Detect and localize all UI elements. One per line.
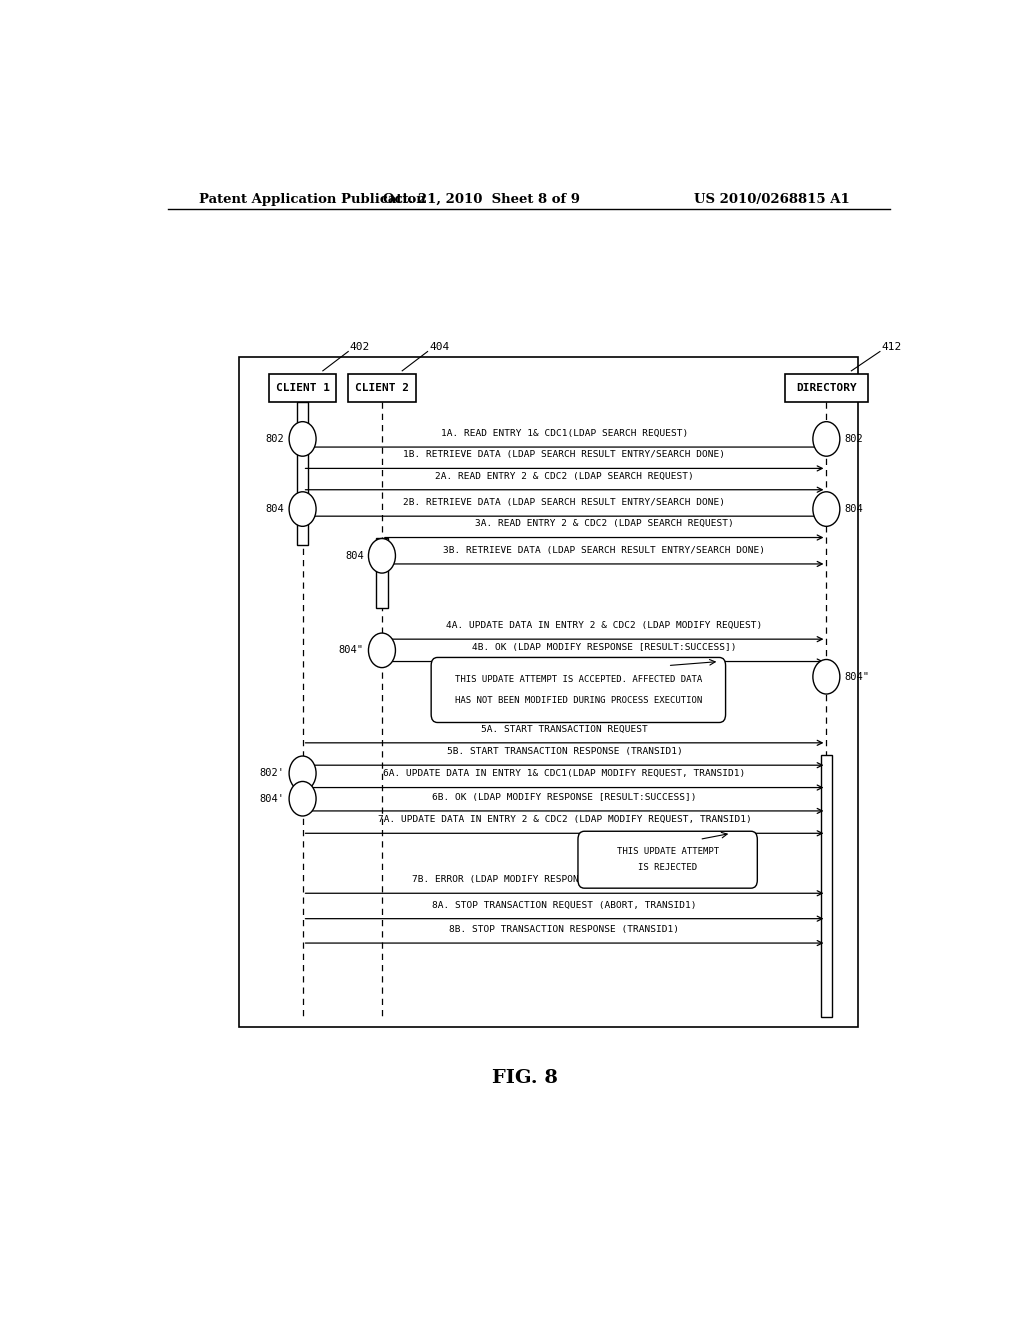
Text: Oct. 21, 2010  Sheet 8 of 9: Oct. 21, 2010 Sheet 8 of 9 [383,193,580,206]
Text: IS REJECTED: IS REJECTED [638,863,697,873]
FancyBboxPatch shape [431,657,726,722]
Text: 5A. START TRANSACTION REQUEST: 5A. START TRANSACTION REQUEST [481,725,648,734]
Text: 7B. ERROR (LDAP MODIFY RESPONSE [RESULT:UNSUCCESFUL]): 7B. ERROR (LDAP MODIFY RESPONSE [RESULT:… [412,875,717,884]
Text: US 2010/0268815 A1: US 2010/0268815 A1 [694,193,850,206]
Text: HAS NOT BEEN MODIFIED DURING PROCESS EXECUTION: HAS NOT BEEN MODIFIED DURING PROCESS EXE… [455,696,702,705]
Circle shape [289,781,316,816]
Text: 8B. STOP TRANSACTION RESPONSE (TRANSID1): 8B. STOP TRANSACTION RESPONSE (TRANSID1) [450,925,680,935]
Text: 2B. RETRIEVE DATA (LDAP SEARCH RESULT ENTRY/SEARCH DONE): 2B. RETRIEVE DATA (LDAP SEARCH RESULT EN… [403,498,725,507]
Circle shape [289,756,316,791]
Text: 804: 804 [845,504,863,513]
Text: CLIENT 2: CLIENT 2 [355,383,409,393]
Bar [784,374,868,403]
Circle shape [813,421,840,457]
FancyBboxPatch shape [578,832,758,888]
Text: 404: 404 [429,342,450,351]
Text: DIRECTORY: DIRECTORY [796,383,857,393]
Circle shape [369,634,395,668]
Text: Patent Application Publication: Patent Application Publication [200,193,426,206]
Bar [377,537,387,607]
Bar [269,374,336,403]
Text: 802': 802' [259,768,285,779]
Text: 804': 804' [259,793,285,804]
Text: 804: 804 [265,504,285,513]
Bar [297,403,308,545]
Circle shape [813,660,840,694]
Text: 4B. OK (LDAP MODIFY RESPONSE [RESULT:SUCCESS]): 4B. OK (LDAP MODIFY RESPONSE [RESULT:SUC… [472,643,736,652]
Text: 804: 804 [345,550,364,561]
Circle shape [813,492,840,527]
Text: THIS UPDATE ATTEMPT IS ACCEPTED. AFFECTED DATA: THIS UPDATE ATTEMPT IS ACCEPTED. AFFECTE… [455,676,702,684]
Text: 6B. OK (LDAP MODIFY RESPONSE [RESULT:SUCCESS]): 6B. OK (LDAP MODIFY RESPONSE [RESULT:SUC… [432,793,696,801]
Text: CLIENT 1: CLIENT 1 [275,383,330,393]
Text: 412: 412 [882,342,902,351]
Text: 804": 804" [845,672,869,681]
Text: 7A. UPDATE DATA IN ENTRY 2 & CDC2 (LDAP MODIFY REQUEST, TRANSID1): 7A. UPDATE DATA IN ENTRY 2 & CDC2 (LDAP … [378,816,752,824]
Text: 5B. START TRANSACTION RESPONSE (TRANSID1): 5B. START TRANSACTION RESPONSE (TRANSID1… [446,747,682,756]
Text: 8A. STOP TRANSACTION REQUEST (ABORT, TRANSID1): 8A. STOP TRANSACTION REQUEST (ABORT, TRA… [432,900,696,909]
Text: 802: 802 [845,434,863,444]
Text: 6A. UPDATE DATA IN ENTRY 1& CDC1(LDAP MODIFY REQUEST, TRANSID1): 6A. UPDATE DATA IN ENTRY 1& CDC1(LDAP MO… [383,770,745,779]
Circle shape [289,492,316,527]
Circle shape [289,421,316,457]
Bar [240,356,858,1027]
Text: 804": 804" [339,645,364,655]
Bar [348,374,416,403]
Text: 1A. READ ENTRY 1& CDC1(LDAP SEARCH REQUEST): 1A. READ ENTRY 1& CDC1(LDAP SEARCH REQUE… [441,429,688,438]
Circle shape [369,539,395,573]
Text: THIS UPDATE ATTEMPT: THIS UPDATE ATTEMPT [616,847,719,857]
Text: 802: 802 [265,434,285,444]
Text: 3A. READ ENTRY 2 & CDC2 (LDAP SEARCH REQUEST): 3A. READ ENTRY 2 & CDC2 (LDAP SEARCH REQ… [475,519,733,528]
Text: FIG. 8: FIG. 8 [492,1069,558,1088]
Text: 1B. RETRIEVE DATA (LDAP SEARCH RESULT ENTRY/SEARCH DONE): 1B. RETRIEVE DATA (LDAP SEARCH RESULT EN… [403,450,725,459]
Bar [821,755,831,1018]
Text: 402: 402 [350,342,370,351]
Text: 4A. UPDATE DATA IN ENTRY 2 & CDC2 (LDAP MODIFY REQUEST): 4A. UPDATE DATA IN ENTRY 2 & CDC2 (LDAP … [446,620,762,630]
Text: 3B. RETRIEVE DATA (LDAP SEARCH RESULT ENTRY/SEARCH DONE): 3B. RETRIEVE DATA (LDAP SEARCH RESULT EN… [443,545,765,554]
Text: 2A. READ ENTRY 2 & CDC2 (LDAP SEARCH REQUEST): 2A. READ ENTRY 2 & CDC2 (LDAP SEARCH REQ… [435,471,694,480]
